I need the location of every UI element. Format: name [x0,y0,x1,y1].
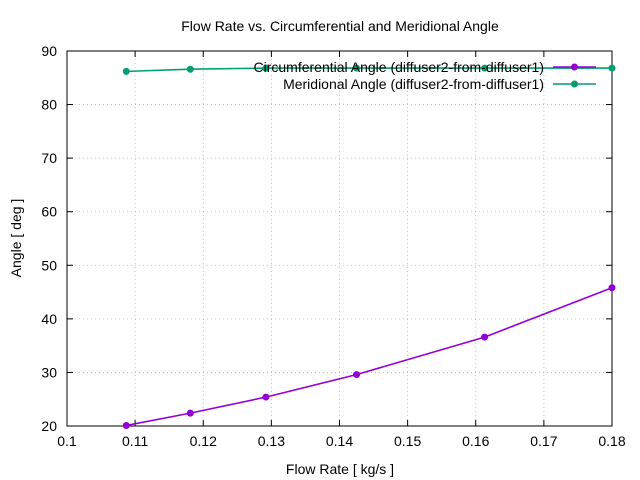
series-2-point [481,64,489,72]
series-line-1 [126,287,613,427]
legend-swatch-point [571,63,578,71]
series-1-point [608,284,616,292]
axis-ticks: 0.1 0.11 0.12 0.13 0.14 0.15 0.16 0.17 0.18 20 30 4… [41,43,625,449]
legend-swatch-point [571,80,578,88]
y-tick-label: 20 [41,418,57,434]
x-tick-label: 0.17 [530,433,557,449]
series-1-point [353,371,361,379]
y-tick-label: 60 [41,204,57,220]
series-2-point [608,64,616,72]
series-layer [122,64,616,429]
chart-title: Flow Rate vs. Circumferential and Meridi… [181,18,499,34]
y-tick-label: 40 [41,311,57,327]
legend: Circumferential Angle (diffuser2-from-di… [254,59,596,92]
y-tick-label: 50 [41,257,57,273]
x-tick-label: 0.14 [326,433,353,449]
x-tick-label: 0.11 [122,433,148,449]
series-1-point [481,333,489,341]
y-tick-label: 70 [41,150,57,166]
x-tick-label: 0.18 [598,433,625,449]
series-1-point [186,409,194,417]
x-tick-label: 0.12 [190,433,217,449]
series-line-2 [126,67,612,73]
legend-label: Meridional Angle (diffuser2-from-diffuse… [283,76,544,92]
series-2-point [122,67,130,75]
y-axis-title: Angle [ deg ] [8,199,24,278]
series-2-point [353,64,361,72]
y-tick-label: 90 [41,43,57,59]
series-1-point [122,421,130,429]
series-2-point [186,65,194,73]
x-tick-label: 0.15 [394,433,421,449]
x-tick-label: 0.13 [258,433,285,449]
grid [67,51,612,426]
y-tick-label: 30 [41,364,57,380]
x-tick-label: 0.1 [57,433,77,449]
y-tick-label: 80 [41,97,57,113]
x-tick-label: 0.16 [462,433,489,449]
series-2-point [262,64,270,72]
x-axis-title: Flow Rate [ kg/s ] [286,461,394,477]
legend-label: Circumferential Angle (diffuser2-from-di… [254,59,545,75]
series-1-point [262,393,270,401]
